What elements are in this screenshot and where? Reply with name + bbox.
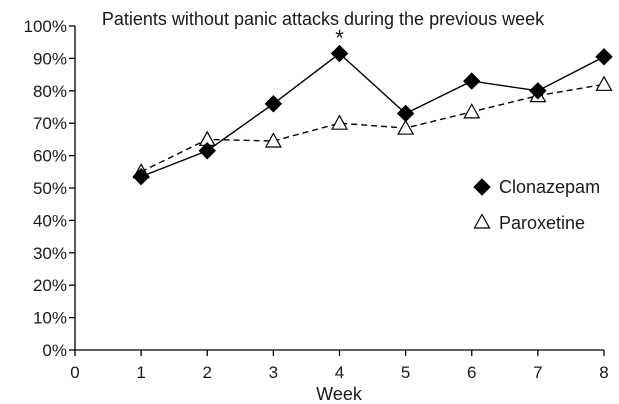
legend-marker-shape	[473, 178, 491, 196]
x-tick-label: 3	[269, 363, 278, 382]
significance-asterisk: *	[335, 26, 344, 51]
series-markers	[132, 44, 613, 186]
x-tick-label: 4	[335, 363, 344, 382]
legend-label-clonazepam: Clonazepam	[499, 177, 600, 197]
legend-marker-clonazepam	[473, 178, 491, 196]
data-point-clonazepam	[529, 82, 547, 100]
series-line-clonazepam	[140, 52, 605, 178]
data-point-clonazepam	[264, 95, 283, 113]
y-tick-label: 100%	[24, 17, 67, 36]
y-tick-label: 70%	[33, 114, 67, 133]
series-lines	[140, 52, 605, 178]
x-ticks: 0 1 2 3 4 5 6 7 8	[70, 350, 609, 382]
legend-item-paroxetine: Paroxetine	[473, 213, 585, 233]
data-point-paroxetine	[397, 119, 415, 135]
data-point-clonazepam	[463, 72, 481, 90]
chart-title: Patients without panic attacks during th…	[102, 9, 545, 29]
data-point-clonazepam	[396, 104, 415, 123]
legend-marker-shape	[473, 213, 491, 229]
data-point-paroxetine	[264, 132, 282, 148]
data-point-paroxetine	[595, 75, 613, 91]
legend-label-paroxetine: Paroxetine	[499, 213, 585, 233]
y-tick-label: 10%	[33, 309, 67, 328]
x-tick-label: 7	[533, 363, 542, 382]
y-ticks: 0% 10% 20% 30% 40% 50% 60% 70% 80% 90% 100%	[24, 17, 75, 360]
data-point-clonazepam	[132, 167, 150, 186]
data-point-clonazepam	[330, 44, 349, 63]
data-point-clonazepam	[595, 48, 613, 66]
y-tick-label: 90%	[33, 49, 67, 68]
x-axis-title: Week	[316, 384, 363, 404]
x-tick-label: 5	[401, 363, 410, 382]
legend: Clonazepam Paroxetine	[473, 177, 600, 233]
data-point-paroxetine	[330, 114, 349, 130]
y-tick-label: 0%	[42, 341, 67, 360]
legend-item-clonazepam: Clonazepam	[473, 177, 600, 197]
y-tick-label: 20%	[33, 276, 67, 295]
data-point-paroxetine	[463, 103, 481, 119]
x-tick-label: 6	[467, 363, 476, 382]
x-tick-label: 0	[70, 363, 79, 382]
y-tick-label: 60%	[33, 147, 67, 166]
x-tick-label: 2	[203, 363, 212, 382]
data-point-clonazepam	[198, 142, 216, 160]
legend-marker-paroxetine	[473, 213, 491, 229]
x-tick-label: 8	[599, 363, 608, 382]
y-tick-label: 80%	[33, 82, 67, 101]
series-line-paroxetine	[140, 83, 605, 173]
y-tick-label: 30%	[33, 244, 67, 263]
y-tick-label: 40%	[33, 211, 67, 230]
y-tick-label: 50%	[33, 179, 67, 198]
x-tick-label: 1	[136, 363, 145, 382]
